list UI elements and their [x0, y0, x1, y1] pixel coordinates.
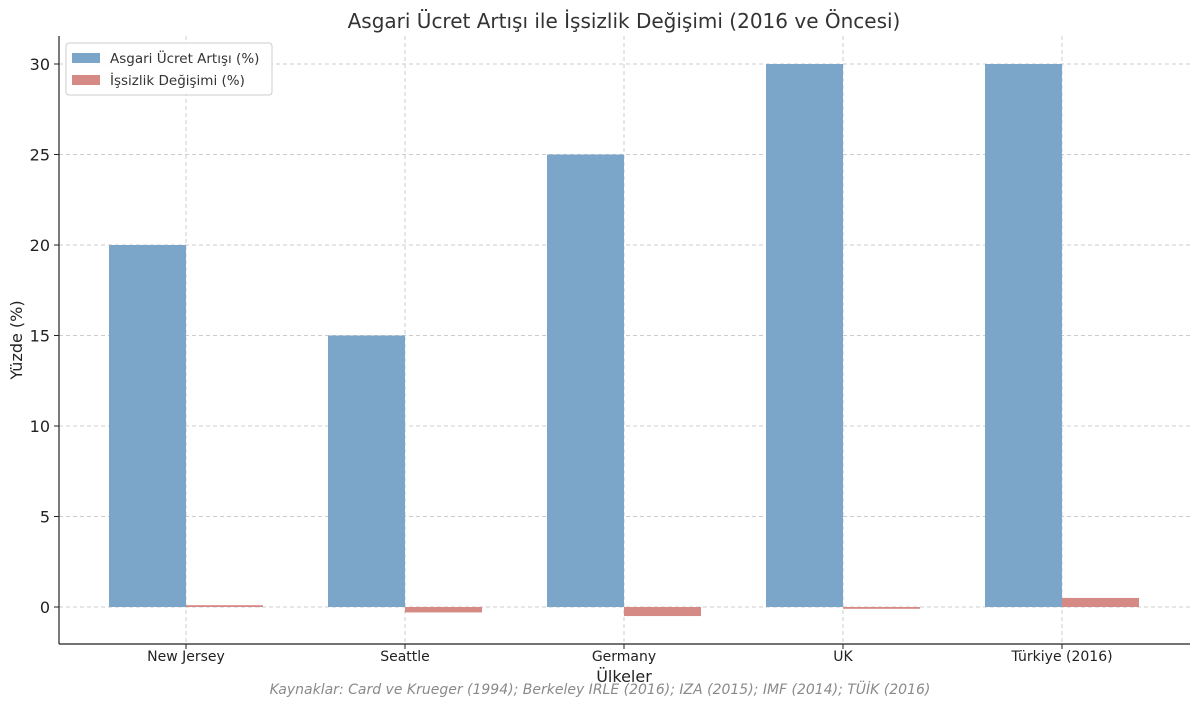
y-axis-label: Yüzde (%) — [7, 300, 26, 380]
legend: Asgari Ücret Artışı (%) İşsizlik Değişim… — [65, 42, 273, 96]
x-tick-label: Seattle — [380, 649, 430, 665]
legend-swatch-unemployment — [72, 75, 100, 85]
bar-unemployment-change — [1062, 597, 1139, 607]
x-axis-label: Ülkeler — [596, 667, 652, 686]
y-tick-label: 0 — [40, 598, 50, 617]
x-tick-label: Germany — [592, 649, 656, 665]
bar-unemployment-change — [186, 605, 263, 607]
legend-label-unemployment: İşsizlik Değişimi (%) — [110, 71, 245, 89]
bar-min-wage-increase — [985, 64, 1062, 607]
footnote: Kaynaklar: Card ve Krueger (1994); Berke… — [270, 680, 931, 698]
bar-unemployment-change — [843, 607, 920, 609]
x-tick-label: UK — [833, 649, 853, 665]
chart-title: Asgari Ücret Artışı ile İşsizlik Değişim… — [348, 9, 901, 33]
legend-label-min-wage: Asgari Ücret Artışı (%) — [110, 49, 259, 67]
bar-min-wage-increase — [766, 64, 843, 607]
bar-unemployment-change — [624, 607, 701, 617]
x-tick-label: New Jersey — [147, 649, 225, 665]
y-ticks: 0 5 10 15 20 25 30 — [30, 55, 59, 617]
bar-unemployment-change — [405, 607, 482, 613]
y-tick-label: 5 — [40, 508, 50, 527]
legend-swatch-min-wage — [72, 53, 100, 63]
bar-min-wage-increase — [328, 335, 405, 607]
x-tick-label: Türkiye (2016) — [1010, 649, 1112, 665]
y-tick-label: 15 — [30, 327, 50, 346]
bar-min-wage-increase — [109, 245, 186, 607]
legend-box — [65, 42, 273, 96]
bar-min-wage-increase — [547, 154, 624, 607]
x-ticks: New Jersey Seattle Germany UK Türkiye (2016) — [147, 644, 1113, 665]
y-tick-label: 30 — [30, 55, 50, 74]
y-tick-label: 25 — [30, 146, 50, 165]
bars-layer — [109, 64, 1139, 617]
y-tick-label: 10 — [30, 417, 50, 436]
y-tick-label: 20 — [30, 236, 50, 255]
